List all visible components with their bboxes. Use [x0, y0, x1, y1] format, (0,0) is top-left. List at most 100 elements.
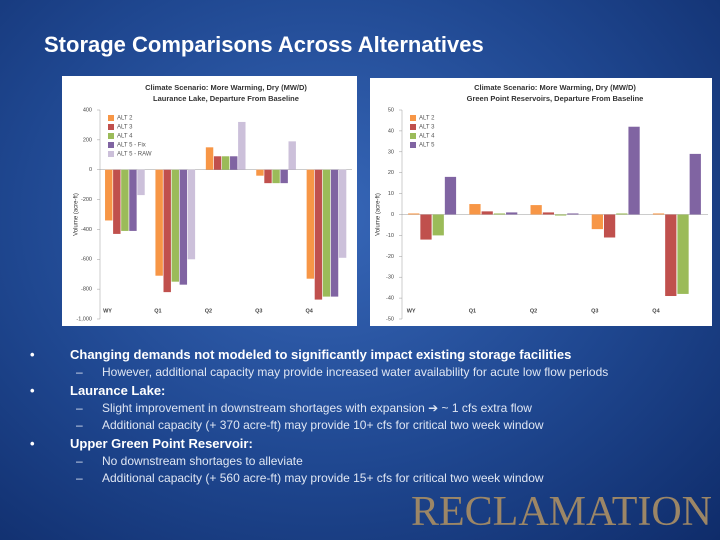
- x-tick-label: Q2: [530, 308, 537, 314]
- bar: [179, 169, 188, 285]
- y-tick-label: 30: [388, 149, 394, 155]
- legend-swatch: [410, 133, 416, 139]
- y-tick-label: -20: [386, 254, 394, 260]
- bullet-text: Upper Green Point Reservoir:: [70, 435, 253, 451]
- bar: [420, 214, 432, 240]
- bar: [163, 169, 171, 293]
- bar: [555, 214, 567, 216]
- legend-swatch: [108, 124, 114, 130]
- bar: [272, 169, 280, 184]
- bar: [221, 156, 230, 170]
- chart-background: [370, 78, 712, 326]
- bullet-text: Changing demands not modeled to signific…: [70, 347, 572, 362]
- y-axis-label: Volume (acre-ft): [74, 193, 80, 236]
- x-tick-label: Q2: [205, 308, 212, 314]
- bar: [238, 121, 246, 170]
- chart-subtitle: Laurance Lake, Departure From Baseline: [153, 94, 299, 103]
- bullet: Laurance Lake: Slight improvement in dow…: [30, 382, 608, 435]
- legend-swatch: [108, 142, 114, 148]
- bar: [432, 214, 444, 236]
- x-tick-label: Q4: [652, 308, 660, 314]
- logo: RECLAMATION: [411, 489, 712, 535]
- y-tick-label: 20: [388, 170, 394, 176]
- legend-label: ALT 3: [117, 125, 133, 131]
- y-tick-label: -10: [386, 233, 394, 239]
- bar: [444, 176, 457, 215]
- y-tick-label: -50: [386, 316, 394, 322]
- legend-label: ALT 5: [419, 143, 435, 149]
- y-tick-label: 0: [89, 167, 92, 173]
- bar: [314, 169, 323, 300]
- y-tick-label: -1,000: [76, 316, 92, 322]
- sub-bullet: Additional capacity (+ 370 acre-ft) may …: [72, 417, 608, 435]
- legend-label: ALT 2: [117, 116, 133, 122]
- x-tick-label: WY: [407, 308, 416, 314]
- x-tick-label: Q1: [469, 308, 476, 314]
- slide-title: Storage Comparisons Across Alternatives: [44, 32, 484, 57]
- legend-swatch: [410, 115, 416, 121]
- bar: [408, 213, 420, 215]
- legend-swatch: [410, 124, 416, 130]
- chart-subtitle: Green Point Reservoirs, Departure From B…: [467, 94, 644, 103]
- bullet: Changing demands not modeled to signific…: [30, 346, 608, 382]
- sub-bullet: No downstream shortages to alleviate: [72, 453, 608, 471]
- bar: [493, 213, 506, 215]
- y-tick-label: 400: [83, 107, 92, 113]
- x-tick-label: WY: [103, 308, 112, 314]
- sub-bullet: Slight improvement in downstream shortag…: [72, 400, 608, 418]
- bullet: Upper Green Point Reservoir: No downstre…: [30, 435, 608, 488]
- bar: [330, 169, 339, 297]
- sub-bullet: However, additional capacity may provide…: [72, 364, 608, 382]
- bar: [213, 156, 222, 170]
- bar: [616, 213, 628, 215]
- bar: [677, 214, 689, 294]
- chart: Climate Scenario: More Warming, Dry (MW/…: [62, 76, 357, 326]
- x-tick-label: Q3: [591, 308, 598, 314]
- bar: [113, 169, 121, 234]
- bar: [205, 147, 214, 170]
- bar: [689, 153, 701, 215]
- bullet-list: Changing demands not modeled to signific…: [30, 346, 608, 488]
- legend-swatch: [108, 133, 114, 139]
- y-tick-label: 10: [388, 191, 394, 197]
- bar: [567, 213, 579, 215]
- bar: [121, 169, 129, 231]
- x-tick-label: Q1: [154, 308, 161, 314]
- bar: [603, 214, 616, 238]
- y-tick-label: 50: [388, 107, 394, 113]
- bar: [530, 205, 542, 215]
- bar: [264, 169, 272, 184]
- bar: [322, 169, 331, 297]
- y-tick-label: 200: [83, 137, 92, 143]
- legend-swatch: [410, 142, 416, 148]
- bar: [155, 169, 163, 276]
- bar: [652, 213, 665, 215]
- y-tick-label: 0: [391, 212, 394, 218]
- bar: [187, 169, 196, 260]
- bar: [280, 169, 288, 184]
- chart-title: Climate Scenario: More Warming, Dry (MW/…: [474, 83, 636, 92]
- legend-label: ALT 4: [419, 134, 435, 140]
- x-tick-label: Q3: [255, 308, 262, 314]
- bar: [338, 169, 347, 258]
- bar: [306, 169, 315, 279]
- legend-swatch: [108, 151, 114, 157]
- legend-label: ALT 4: [117, 134, 133, 140]
- x-tick-label: Q4: [305, 308, 313, 314]
- sub-bullet: Additional capacity (+ 560 acre-ft) may …: [72, 470, 608, 488]
- y-tick-label: -400: [81, 227, 92, 233]
- y-axis-label: Volume (acre-ft): [376, 193, 382, 236]
- bar: [591, 214, 603, 230]
- bar: [105, 169, 113, 221]
- bar: [137, 169, 145, 196]
- y-tick-label: -800: [81, 287, 92, 293]
- bar: [506, 212, 518, 215]
- y-tick-label: -600: [81, 257, 92, 263]
- bar: [171, 169, 179, 282]
- bullet-text: Laurance Lake:: [70, 382, 166, 398]
- chart-title: Climate Scenario: More Warming, Dry (MW/…: [145, 83, 307, 92]
- y-tick-label: -200: [81, 197, 92, 203]
- bar: [230, 156, 238, 170]
